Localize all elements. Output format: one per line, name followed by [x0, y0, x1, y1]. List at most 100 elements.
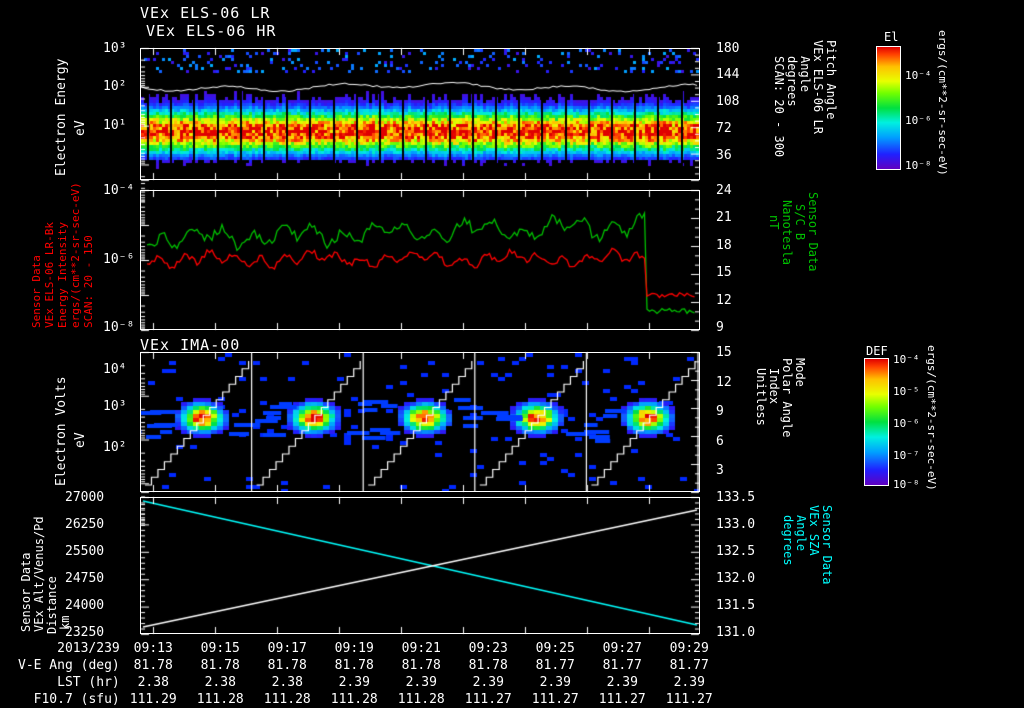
table-cell: 2.38: [137, 675, 169, 690]
table-cell: 2.39: [405, 675, 437, 690]
table-row-label: F10.7 (sfu): [33, 692, 120, 707]
panel4-right-tick-2: 132.5: [716, 544, 756, 559]
table-cell: 81.78: [267, 658, 307, 673]
table-cell: 111.27: [531, 692, 579, 707]
panel1-cbar-tick-1: 10⁻⁶: [905, 114, 932, 127]
table-cell: 09:25: [535, 641, 575, 656]
panel-altitude-sza: [140, 497, 700, 634]
panel3-ytick-2: 10²: [103, 440, 127, 455]
panel-intensity-magfield: [140, 190, 700, 330]
panel4-right-label-2: Angle: [794, 515, 808, 552]
panel3-right-tick-3: 6: [716, 434, 724, 449]
table-cell: 2.39: [539, 675, 571, 690]
panel1-right-tick-3: 72: [716, 121, 732, 136]
table-cell: 81.77: [602, 658, 642, 673]
table-cell: 81.78: [334, 658, 374, 673]
panel2-left-label-0: Sensor Data: [30, 255, 43, 328]
panel2-right-tick-2: 18: [716, 238, 732, 253]
table-row: 2013/239 09:13 09:15 09:17 09:19 09:21 09:23 09…: [18, 640, 723, 657]
panel1-colorbar: [876, 46, 901, 170]
panel1-title-lr: VEx ELS-06 LR: [140, 4, 271, 22]
panel3-ytick-0: 10⁴: [103, 362, 127, 377]
table-cell: 2.39: [338, 675, 370, 690]
table-row: F10.7 (sfu) 111.29 111.28 111.28 111.28 111.2…: [18, 691, 723, 708]
table-cell: 81.77: [669, 658, 709, 673]
panel-electron-energy-spectrogram: [140, 48, 700, 180]
panel1-right-tick-1: 144: [716, 67, 740, 82]
panel4-right-tick-3: 132.0: [716, 571, 756, 586]
table-cell: 09:23: [468, 641, 508, 656]
panel3-right-tick-0: 15: [716, 345, 732, 360]
panel3-cbar-tick-4: 10⁻⁸: [893, 478, 920, 491]
panel3-right-label-3: Unitless: [754, 368, 768, 426]
panel1-cbar-units: ergs/(cm**2-sr-sec-eV): [936, 30, 949, 176]
panel4-right-tick-0: 133.5: [716, 490, 756, 505]
panel4-ytick-0: 27000: [65, 490, 105, 505]
panel2-right-label-0: Sensor Data: [806, 192, 820, 272]
table-cell: 111.28: [263, 692, 311, 707]
panel3-cbar-units: ergs/(cm**2-sr-sec-eV): [925, 345, 938, 491]
panel3-cbar-tick-3: 10⁻⁷: [893, 449, 920, 462]
panel1-right-label-3: degrees: [785, 56, 799, 107]
panel2-ytick-0: 10⁻⁴: [103, 183, 135, 198]
panel3-colorbar: [864, 358, 889, 486]
table-cell: 09:29: [669, 641, 709, 656]
table-cell: 111.28: [196, 692, 244, 707]
table-cell: 111.27: [598, 692, 646, 707]
panel2-right-tick-1: 21: [716, 210, 732, 225]
table-cell: 2.39: [606, 675, 638, 690]
panel1-right-tick-4: 36: [716, 148, 732, 163]
panel2-left-label-3: ergs/(cm**2-sr-sec-eV): [69, 182, 82, 328]
panel1-title-hr: VEx ELS-06 HR: [146, 22, 277, 40]
panel1-cbar-tick-2: 10⁻⁸: [905, 159, 932, 172]
panel4-right-label-1: VEx SZA: [807, 505, 821, 556]
table-cell: 2.39: [472, 675, 504, 690]
table-cell: 09:19: [334, 641, 374, 656]
table-cell: 81.78: [133, 658, 173, 673]
panel4-right-tick-4: 131.5: [716, 598, 756, 613]
panel4-right-tick-1: 133.0: [716, 517, 756, 532]
panel3-ylabel-main: Electron Volts: [54, 376, 69, 486]
panel4-right-label-3: degrees: [781, 515, 795, 566]
panel1-colorbar-name: El: [884, 30, 899, 44]
panel1-right-tick-0: 180: [716, 41, 740, 56]
panel2-left-label-1: VEx ELS-06 LR-Bk: [43, 222, 56, 328]
panel1-ylabel-unit: eV: [73, 120, 88, 136]
panel3-ylabel-unit: eV: [73, 432, 88, 448]
panel3-right-label-0: Mode: [793, 358, 807, 387]
table-row-label: 2013/239: [57, 641, 120, 656]
panel3-right-label-2: Index: [767, 368, 781, 405]
panel1-right-tick-2: 108: [716, 94, 740, 109]
table-cell: 09:13: [133, 641, 173, 656]
table-cell: 81.77: [535, 658, 575, 673]
table-cell: 09:27: [602, 641, 642, 656]
panel4-right-tick-5: 131.0: [716, 625, 756, 640]
panel3-right-label-1: Polar Angle: [780, 358, 794, 438]
panel2-left-label-2: Energy Intensity: [56, 222, 69, 328]
table-cell: 09:15: [200, 641, 240, 656]
panel1-right-label-1: VEx ELS-06 LR: [811, 40, 825, 134]
table-cell: 09:21: [401, 641, 441, 656]
panel2-right-tick-4: 12: [716, 293, 732, 308]
table-row-label: LST (hr): [57, 675, 120, 690]
panel2-right-label-1: S/C B: [793, 204, 807, 241]
panel1-ytick-0: 10³: [103, 41, 127, 56]
panel1-cbar-tick-0: 10⁻⁴: [905, 69, 932, 82]
panel3-cbar-tick-0: 10⁻⁴: [893, 353, 920, 366]
panel3-ytick-1: 10³: [103, 399, 127, 414]
panel3-cbar-tick-1: 10⁻⁵: [893, 385, 920, 398]
panel2-ytick-1: 10⁻⁶: [103, 252, 135, 267]
panel1-right-label-0: Pitch Angle: [824, 40, 838, 120]
table-cell: 111.27: [665, 692, 713, 707]
table-cell: 111.27: [464, 692, 512, 707]
panel1-ytick-1: 10²: [103, 79, 127, 94]
table-row: V-E Ang (deg) 81.78 81.78 81.78 81.78 81.78 81…: [18, 657, 723, 674]
table-cell: 111.28: [330, 692, 378, 707]
panel2-right-tick-0: 24: [716, 183, 732, 198]
table-cell: 09:17: [267, 641, 307, 656]
table-cell: 2.38: [204, 675, 236, 690]
table-cell: 81.78: [200, 658, 240, 673]
panel3-right-tick-2: 9: [716, 404, 724, 419]
table-cell: 2.38: [271, 675, 303, 690]
